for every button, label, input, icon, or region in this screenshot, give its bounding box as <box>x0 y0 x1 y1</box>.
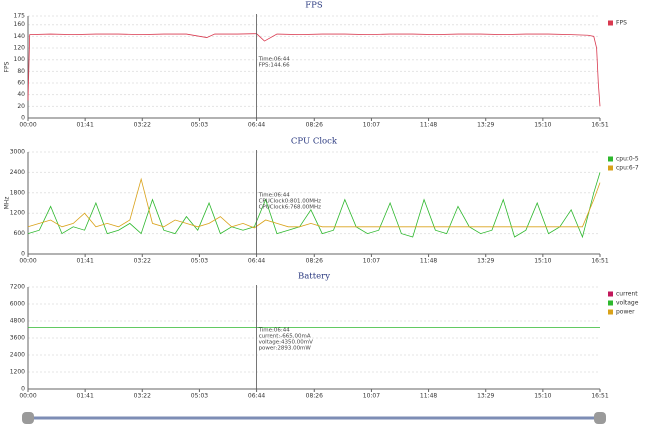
legend-swatch <box>608 20 613 26</box>
legend-swatch <box>608 156 613 162</box>
legend-label: power <box>616 309 635 316</box>
x-tick-label: 05:03 <box>191 393 208 400</box>
tooltip-text: CPUClock0:801.00MHz <box>259 199 322 205</box>
x-tick-label: 13:29 <box>477 393 494 400</box>
y-tick-label: 160 <box>14 21 26 28</box>
x-tick-label: 11:48 <box>420 122 437 129</box>
tooltip-text: CPUClock6:768.00MHz <box>259 205 322 211</box>
chart-title: FPS <box>305 1 323 11</box>
chart-title: Battery <box>298 272 330 282</box>
y-tick-label: 4800 <box>10 318 25 325</box>
x-tick-label: 10:07 <box>363 393 380 400</box>
legend-label: voltage <box>616 300 639 307</box>
x-tick-label: 16:51 <box>591 122 608 129</box>
y-tick-label: 80 <box>17 68 25 75</box>
x-tick-label: 00:00 <box>19 258 36 265</box>
tooltip-text: Time:06:44 <box>258 328 291 334</box>
y-tick-label: 100 <box>14 56 26 63</box>
y-tick-label: 40 <box>17 91 25 98</box>
legend-label: FPS <box>616 20 627 27</box>
x-tick-label: 01:41 <box>76 393 93 400</box>
x-tick-label: 06:44 <box>248 122 265 129</box>
y-tick-label: 1800 <box>10 189 25 196</box>
y-tick-label: 175 <box>14 13 26 20</box>
range-slider-handle[interactable] <box>594 412 606 424</box>
y-tick-label: 20 <box>17 103 25 110</box>
x-tick-label: 10:07 <box>363 122 380 129</box>
tooltip-text: power:2893.00mW <box>259 346 312 352</box>
x-tick-label: 16:51 <box>591 393 608 400</box>
x-tick-label: 06:44 <box>248 258 265 265</box>
x-tick-label: 15:10 <box>534 122 551 129</box>
tooltip-text: FPS:144.66 <box>259 63 291 69</box>
y-tick-label: 120 <box>14 45 26 52</box>
series-line <box>27 172 601 239</box>
x-tick-label: 08:26 <box>306 393 323 400</box>
tooltip-text: current:-665.00mA <box>259 334 311 340</box>
x-tick-label: 13:29 <box>477 122 494 129</box>
legend-swatch <box>608 165 613 171</box>
legend-label: cpu:6-7 <box>616 165 639 172</box>
tooltip-text: Time:06:44 <box>258 193 291 199</box>
y-tick-label: 600 <box>14 230 26 237</box>
x-tick-label: 15:10 <box>534 393 551 400</box>
x-tick-label: 05:03 <box>191 258 208 265</box>
x-tick-label: 15:10 <box>534 258 551 265</box>
y-tick-label: 6000 <box>10 301 25 308</box>
y-tick-label: 0 <box>21 386 25 393</box>
x-tick-label: 06:44 <box>248 393 265 400</box>
legend-label: current <box>616 291 638 298</box>
x-tick-label: 05:03 <box>191 122 208 129</box>
y-tick-label: 0 <box>21 115 25 122</box>
legend-swatch <box>608 291 613 297</box>
x-tick-label: 01:41 <box>76 122 93 129</box>
y-axis-label: MHz <box>4 197 11 210</box>
tooltip-text: Time:06:44 <box>258 57 291 63</box>
x-tick-label: 08:26 <box>306 122 323 129</box>
x-tick-label: 16:51 <box>591 258 608 265</box>
tooltip-text: voltage:4350.00mV <box>259 340 314 346</box>
series-line <box>27 33 601 107</box>
chart-title: CPU Clock <box>291 137 338 147</box>
x-tick-label: 00:00 <box>19 122 36 129</box>
x-tick-label: 11:48 <box>420 258 437 265</box>
y-tick-label: 140 <box>14 33 26 40</box>
y-tick-label: 7200 <box>10 284 25 291</box>
x-tick-label: 11:48 <box>420 393 437 400</box>
legend-label: cpu:0-5 <box>616 156 639 163</box>
y-tick-label: 3600 <box>10 335 25 342</box>
y-tick-label: 2400 <box>10 352 25 359</box>
range-slider-handle[interactable] <box>22 412 34 424</box>
legend-swatch <box>608 300 613 306</box>
x-tick-label: 08:26 <box>306 258 323 265</box>
x-tick-label: 03:22 <box>134 393 151 400</box>
x-tick-label: 13:29 <box>477 258 494 265</box>
y-tick-label: 60 <box>17 80 25 87</box>
y-tick-label: 1200 <box>10 210 25 217</box>
x-tick-label: 10:07 <box>363 258 380 265</box>
x-tick-label: 03:22 <box>134 122 151 129</box>
y-tick-label: 0 <box>21 251 25 258</box>
y-tick-label: 3000 <box>10 149 25 156</box>
x-tick-label: 00:00 <box>19 393 36 400</box>
y-tick-label: 2400 <box>10 169 25 176</box>
series-line <box>27 177 601 229</box>
x-tick-label: 01:41 <box>76 258 93 265</box>
x-tick-label: 03:22 <box>134 258 151 265</box>
y-tick-label: 1200 <box>10 369 25 376</box>
y-axis-label: FPS <box>4 61 11 72</box>
legend-swatch <box>608 309 613 315</box>
